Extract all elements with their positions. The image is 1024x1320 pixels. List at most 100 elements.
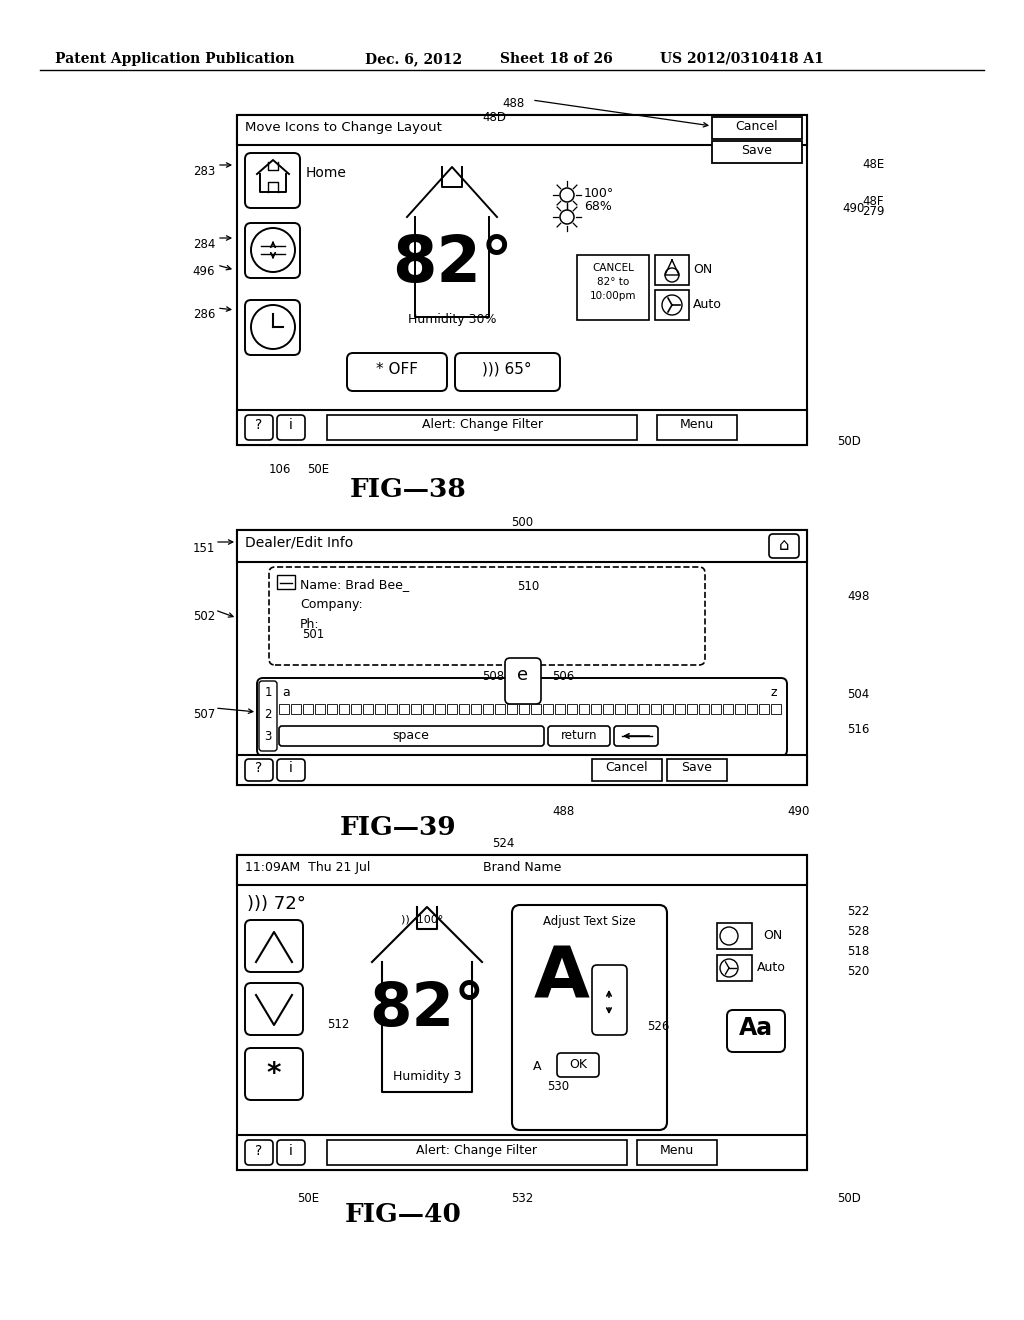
Text: 100°: 100° [584,187,614,201]
Bar [717,923,752,949]
Text: space: space [392,729,429,742]
Text: Humidity 30%: Humidity 30% [408,313,497,326]
Bar [237,531,807,785]
Bar [471,704,481,714]
Bar [651,704,662,714]
Text: 512: 512 [327,1018,349,1031]
Text: 501: 501 [302,628,325,642]
FancyBboxPatch shape [557,1053,599,1077]
Bar [531,704,541,714]
Text: Cancel: Cancel [735,120,778,133]
Text: z: z [770,686,777,700]
Text: 532: 532 [511,1192,534,1205]
Text: Dealer/Edit Info: Dealer/Edit Info [245,536,353,550]
Text: 50D: 50D [837,1192,861,1205]
Text: Alert: Change Filter: Alert: Change Filter [422,418,543,432]
FancyBboxPatch shape [245,1140,273,1166]
Text: 508: 508 [482,671,504,682]
Text: 526: 526 [647,1020,670,1034]
Bar [663,704,673,714]
Text: Auto: Auto [693,298,722,312]
FancyBboxPatch shape [512,906,667,1130]
Text: 106: 106 [269,463,291,477]
Text: 82°: 82° [370,979,484,1039]
Text: e: e [517,667,528,684]
FancyBboxPatch shape [245,414,273,440]
FancyBboxPatch shape [727,1010,785,1052]
Bar [655,255,689,285]
Bar [435,704,445,714]
Text: Cancel: Cancel [605,762,648,774]
Text: Patent Application Publication: Patent Application Publication [55,51,295,66]
Text: 283: 283 [193,165,215,178]
Text: return: return [561,729,597,742]
Bar [495,704,505,714]
Text: FIG—40: FIG—40 [345,1203,462,1228]
Text: 488: 488 [552,805,574,818]
FancyBboxPatch shape [245,920,303,972]
Text: 518: 518 [847,945,869,958]
FancyBboxPatch shape [614,726,658,746]
Text: FIG—38: FIG—38 [350,477,467,502]
Text: 82° to: 82° to [597,277,629,286]
FancyBboxPatch shape [269,568,705,665]
Text: Name: Brad Bee_: Name: Brad Bee_ [300,578,410,591]
Text: ⌂: ⌂ [778,536,790,554]
Text: i: i [289,762,293,775]
Text: 284: 284 [193,238,215,251]
Text: Menu: Menu [659,1144,694,1158]
Bar [627,704,637,714]
Bar [237,1135,807,1170]
Bar [237,755,807,785]
Text: 82°: 82° [391,234,512,294]
Bar [615,704,625,714]
Text: Alert: Change Filter: Alert: Change Filter [417,1144,538,1158]
Text: 528: 528 [847,925,869,939]
Bar [711,704,721,714]
FancyBboxPatch shape [278,1140,305,1166]
Text: Adjust Text Size: Adjust Text Size [543,915,635,928]
FancyBboxPatch shape [347,352,447,391]
Text: ))  100°: )) 100° [400,915,443,925]
Text: 50E: 50E [307,463,329,477]
Text: Dec. 6, 2012: Dec. 6, 2012 [365,51,462,66]
Bar [675,704,685,714]
Text: 506: 506 [552,671,574,682]
Text: 68%: 68% [584,201,612,213]
Bar [237,411,807,445]
Bar [771,704,781,714]
Text: 3: 3 [264,730,271,743]
Text: 48F: 48F [862,195,884,209]
FancyBboxPatch shape [548,726,610,746]
Text: A: A [535,942,590,1012]
Text: 498: 498 [847,590,869,603]
FancyBboxPatch shape [257,678,787,756]
Bar [423,704,433,714]
FancyBboxPatch shape [245,983,303,1035]
Bar [591,704,601,714]
Text: * OFF: * OFF [376,362,418,378]
FancyBboxPatch shape [278,414,305,440]
Text: US 2012/0310418 A1: US 2012/0310418 A1 [660,51,824,66]
Text: ?: ? [255,762,262,775]
Bar [639,704,649,714]
Bar [411,704,421,714]
Text: 50D: 50D [837,436,861,447]
Text: ?: ? [255,418,262,432]
Bar [303,704,313,714]
Bar [351,704,361,714]
Bar [699,704,709,714]
Text: 286: 286 [193,308,215,321]
FancyBboxPatch shape [245,153,300,209]
Bar [327,704,337,714]
Text: 516: 516 [847,723,869,737]
Text: 507: 507 [193,708,215,721]
Bar [712,141,802,162]
Text: OK: OK [569,1059,587,1071]
Text: Sheet 18 of 26: Sheet 18 of 26 [500,51,612,66]
Text: 500: 500 [511,516,534,529]
Bar [746,704,757,714]
Text: FIG—39: FIG—39 [340,814,457,840]
Bar [543,704,553,714]
Text: Move Icons to Change Layout: Move Icons to Change Layout [245,121,442,135]
